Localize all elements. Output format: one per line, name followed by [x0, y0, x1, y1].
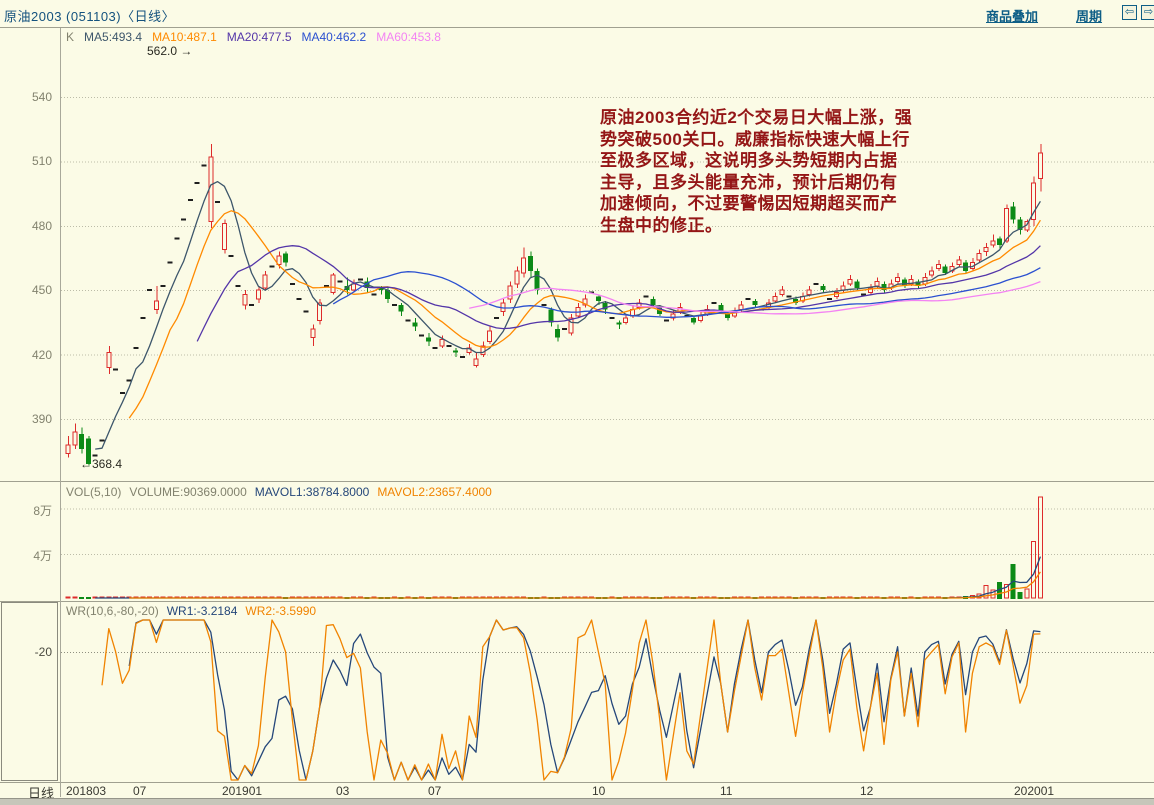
wr-axis-divider — [0, 782, 1154, 783]
y-axis-label: -20 — [34, 645, 52, 659]
x-axis-label: 202001 — [1014, 784, 1055, 798]
nav-back-button[interactable]: ⇦ — [1122, 5, 1137, 20]
wr2-label: WR2:-3.5990 — [245, 604, 317, 618]
ma60-label: MA60:453.8 — [376, 30, 441, 44]
x-axis-label: 10 — [592, 784, 606, 798]
volume-wr-divider — [0, 601, 1154, 602]
wr-name-label: WR(10,6,-80,-20) — [66, 604, 159, 618]
ma20-label: MA20:477.5 — [226, 30, 292, 44]
period-mode-label: 日线 — [27, 786, 54, 801]
x-axis-label: 07 — [428, 784, 442, 798]
x-axis-label: 11 — [720, 784, 733, 798]
wr-gutter-box — [1, 602, 58, 781]
analysis-annotation: 原油2003合约近2个交易日大幅上涨，强 势突破500关口。威廉指标快速大幅上行… — [600, 108, 913, 235]
y-axis-label: 4万 — [33, 548, 52, 563]
vol-name-label: VOL(5,10) — [66, 485, 122, 499]
ma5-label: MA5:493.4 — [84, 30, 143, 44]
nav-forward-button[interactable]: ⇨ — [1141, 5, 1154, 20]
x-axis-label: 201901 — [222, 784, 263, 798]
x-axis-label: 201803 — [66, 784, 107, 798]
y-axis-label: 510 — [31, 154, 52, 169]
bottom-scrollbar[interactable] — [0, 798, 1154, 805]
x-axis-label: 12 — [860, 784, 874, 798]
x-axis-label: 03 — [336, 784, 350, 798]
y-axis-label: 540 — [31, 90, 52, 104]
x-axis-label: 07 — [133, 784, 147, 798]
volume-value-label: VOLUME:90369.0000 — [129, 485, 247, 499]
main-volume-divider — [0, 481, 1154, 482]
volume-indicator-row: VOL(5,10) VOLUME:90369.0000 MAVOL1:38784.8… — [66, 485, 500, 499]
page-title: 原油2003 (051103)〈日线〉 — [4, 9, 176, 24]
period-link[interactable]: 周期 — [1076, 9, 1103, 24]
ma40-label: MA40:462.2 — [301, 30, 367, 44]
low-price-marker: ←368.4 — [80, 457, 123, 471]
header-divider — [0, 27, 1154, 28]
k-label: K — [66, 30, 75, 44]
mavol1-label: MAVOL1:38784.8000 — [254, 485, 370, 499]
mavol2-label: MAVOL2:23657.4000 — [377, 485, 492, 499]
high-price-marker: 562.0 → — [147, 44, 193, 58]
axis-vertical-line — [60, 28, 61, 797]
y-axis-label: 8万 — [33, 503, 52, 518]
y-axis-label: 480 — [31, 218, 52, 233]
ma-indicator-row: K MA5:493.4 MA10:487.1 MA20:477.5 MA40:462.2… — [66, 30, 451, 44]
ma10-label: MA10:487.1 — [152, 30, 217, 44]
y-axis-label: 390 — [31, 412, 52, 426]
y-axis-label: 450 — [31, 283, 52, 298]
wr1-label: WR1:-3.2184 — [166, 604, 238, 618]
wr-indicator-row: WR(10,6,-80,-20) WR1:-3.2184 WR2:-3.5990 — [66, 604, 324, 618]
y-axis-label: 420 — [31, 347, 52, 362]
overlay-link[interactable]: 商品叠加 — [986, 9, 1039, 24]
